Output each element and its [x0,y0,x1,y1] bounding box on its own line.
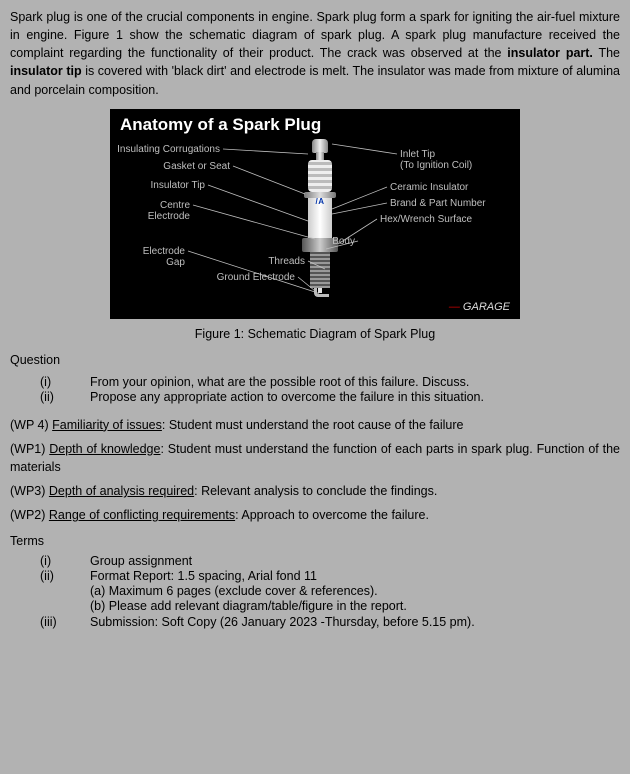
wp-title: Depth of analysis required [49,484,194,498]
question-text: Propose any appropriate action to overco… [90,390,484,404]
term-marker: (ii) [40,569,90,614]
term-item: (i)Group assignment [40,554,620,568]
figure-label: Ground Electrode [110,272,295,283]
wp-item: (WP3) Depth of analysis required: Releva… [10,482,620,500]
wp-tag: (WP3) [10,484,49,498]
term-line: Submission: Soft Copy (26 January 2023 -… [90,615,475,629]
figure-caption: Figure 1: Schematic Diagram of Spark Plu… [195,327,435,341]
figure-credit: —GARAGE [449,301,510,313]
wp-item: (WP 4) Familiarity of issues: Student mu… [10,416,620,434]
figure-label: Hex/Wrench Surface [380,214,472,225]
intro-segment: insulator part. [507,46,593,60]
figure-label: Insulating Corrugations [110,144,220,155]
wp-text: : Approach to overcome the failure. [235,508,429,522]
wp-text: : Student must understand the root cause… [162,418,464,432]
figure-label: Insulator Tip [110,180,205,191]
figure-label: Gasket or Seat [110,161,230,172]
figure-label: Inlet Tip(To Ignition Coil) [400,149,472,171]
wp-text: : Relevant analysis to conclude the find… [194,484,437,498]
term-item: (iii)Submission: Soft Copy (26 January 2… [40,615,620,629]
question-marker: (ii) [40,390,90,404]
term-subitem: (b) Please add relevant diagram/table/fi… [90,599,407,613]
term-sublist: (a) Maximum 6 pages (exclude cover & ref… [90,584,407,613]
figure-label: Threads [110,256,305,267]
term-body: Submission: Soft Copy (26 January 2023 -… [90,615,475,629]
spark-plug-figure: Anatomy of a Spark Plug /A —GARAGE Insul… [110,109,520,319]
figure-container: Anatomy of a Spark Plug /A —GARAGE Insul… [10,109,620,341]
intro-segment: is covered with 'black dirt' and electro… [10,64,620,96]
question-marker: (i) [40,375,90,389]
question-list: (i)From your opinion, what are the possi… [40,375,620,404]
wp-tag: (WP2) [10,508,49,522]
question-heading: Question [10,353,620,367]
term-line: Group assignment [90,554,192,568]
question-item: (i)From your opinion, what are the possi… [40,375,620,389]
wp-tag: (WP1) [10,442,49,456]
figure-label: Ceramic Insulator [390,182,468,193]
terms-heading: Terms [10,534,620,548]
term-line: Format Report: 1.5 spacing, Arial fond 1… [90,569,407,583]
wp-item: (WP1) Depth of knowledge: Student must u… [10,440,620,476]
intro-segment: The [593,46,620,60]
figure-title: Anatomy of a Spark Plug [120,115,321,135]
wp-item: (WP2) Range of conflicting requirements:… [10,506,620,524]
question-text: From your opinion, what are the possible… [90,375,469,389]
term-marker: (iii) [40,615,90,629]
term-subitem: (a) Maximum 6 pages (exclude cover & ref… [90,584,407,598]
term-body: Format Report: 1.5 spacing, Arial fond 1… [90,569,407,614]
figure-label: Brand & Part Number [390,198,486,209]
term-marker: (i) [40,554,90,568]
intro-segment: insulator tip [10,64,82,78]
wp-title: Depth of knowledge [49,442,160,456]
question-item: (ii)Propose any appropriate action to ov… [40,390,620,404]
terms-list: (i)Group assignment(ii)Format Report: 1.… [40,554,620,629]
brand-text: /A [309,198,331,206]
wp-title: Familiarity of issues [52,418,162,432]
intro-paragraph: Spark plug is one of the crucial compone… [10,8,620,99]
wp-title: Range of conflicting requirements [49,508,235,522]
wp-tag: (WP 4) [10,418,52,432]
spark-plug-graphic: /A [290,139,350,309]
term-item: (ii)Format Report: 1.5 spacing, Arial fo… [40,569,620,614]
term-body: Group assignment [90,554,192,568]
figure-label: Body [110,236,355,247]
figure-label: CentreElectrode [110,200,190,222]
